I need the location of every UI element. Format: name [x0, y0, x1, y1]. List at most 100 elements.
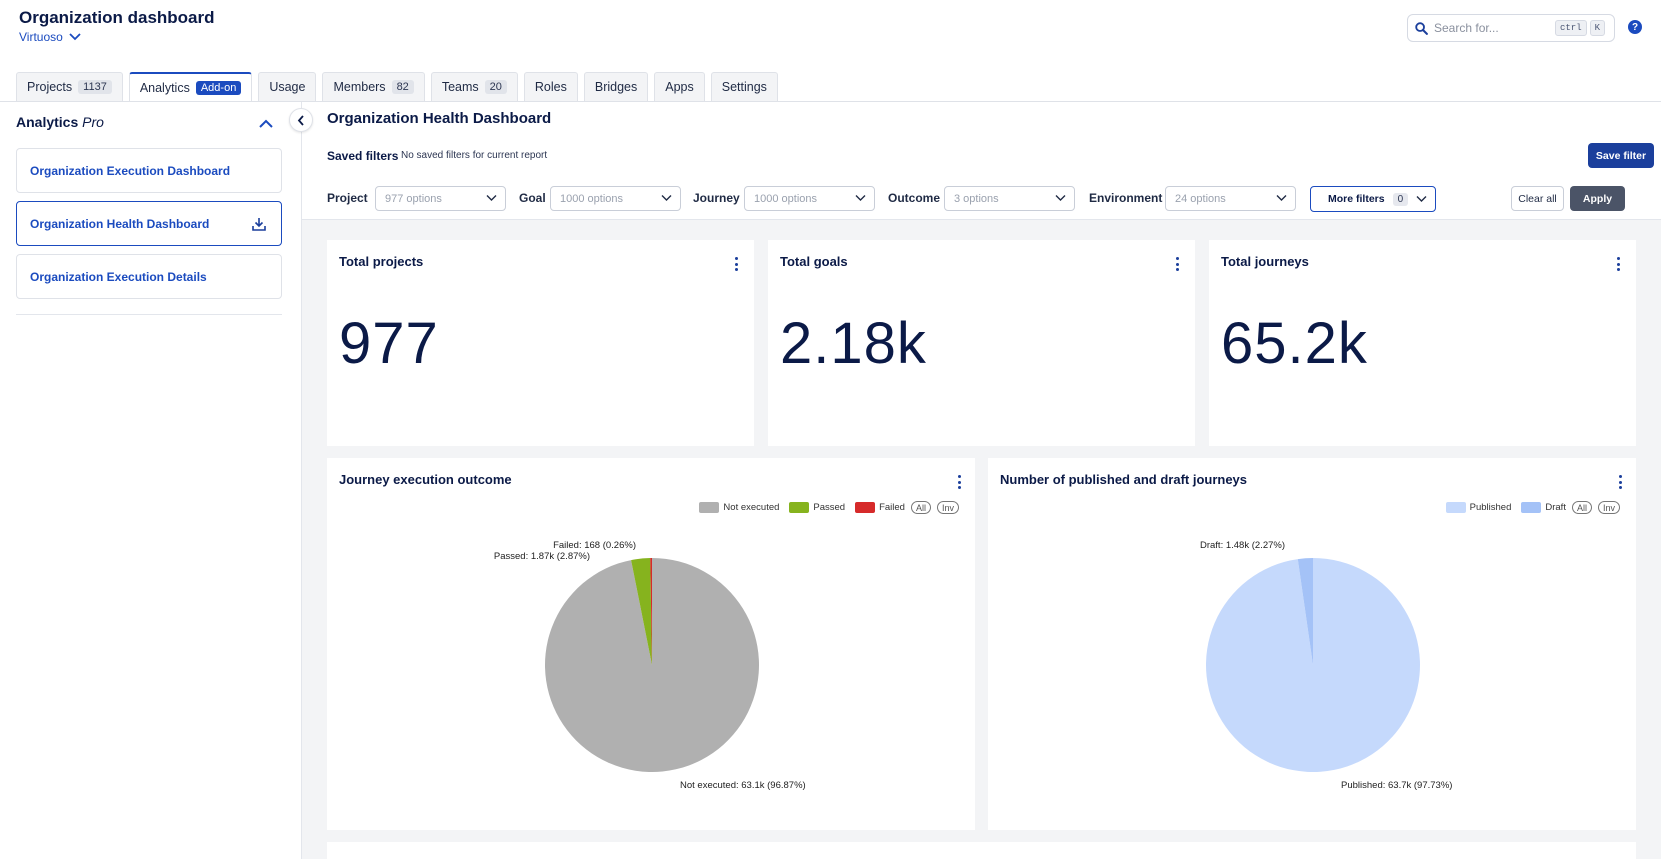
pie-data-label: Failed: 168 (0.26%): [553, 540, 636, 551]
outcome-filter-select[interactable]: 3 options: [944, 186, 1075, 211]
sidebar-title-suffix: Pro: [82, 114, 104, 130]
org-switcher[interactable]: Virtuoso: [19, 30, 81, 44]
sidebar-item-label: Organization Health Dashboard: [30, 216, 210, 231]
legend-swatch: [1521, 502, 1542, 513]
tab-projects[interactable]: Projects 1137: [16, 72, 123, 101]
addon-badge: Add-on: [195, 81, 242, 95]
pie-chart-execution-outcome: Not executed: 63.1k (96.87%) Passed: 1.87…: [494, 540, 806, 791]
pie-chart-published-draft: Published: 63.7k (97.73%) Draft: 1.48k (2…: [1200, 540, 1452, 791]
sidebar-title-text: Analytics: [16, 114, 79, 130]
more-options-icon[interactable]: [729, 256, 743, 272]
kpi-value: 65.2k: [1221, 311, 1368, 376]
search-input[interactable]: [1434, 21, 1552, 35]
kpi-card-total-projects: Total projects 977: [327, 240, 754, 446]
project-filter-select[interactable]: 977 options: [375, 186, 506, 211]
goal-filter-select[interactable]: 1000 options: [550, 186, 681, 211]
sidebar-item-execution-dashboard[interactable]: Organization Execution Dashboard: [16, 148, 282, 193]
more-options-icon[interactable]: [952, 474, 966, 490]
tab-label: Projects: [27, 80, 73, 94]
tab-label: Teams: [441, 80, 479, 94]
tab-label: Usage: [269, 80, 306, 94]
tab-bridges[interactable]: Bridges: [583, 72, 649, 101]
tab-count: 1137: [78, 80, 112, 94]
tab-teams[interactable]: Teams 20: [430, 72, 518, 101]
pie-slice-draft[interactable]: [1297, 558, 1313, 665]
legend-item-draft[interactable]: Draft: [1521, 502, 1566, 513]
environment-filter-select[interactable]: 24 options: [1165, 186, 1296, 211]
tab-members[interactable]: Members 82: [322, 72, 425, 101]
chart-title: Number of published and draft journeys: [1000, 472, 1248, 487]
sidebar-item-execution-details[interactable]: Organization Execution Details: [16, 254, 282, 299]
tab-analytics[interactable]: Analytics Add-on: [128, 72, 253, 102]
more-filters-count: 0: [1392, 192, 1409, 206]
report-header: Organization Health Dashboard Saved filt…: [302, 102, 1661, 220]
download-icon[interactable]: [252, 217, 266, 231]
help-icon[interactable]: ?: [1628, 20, 1642, 34]
saved-filters-label: Saved filters: [327, 149, 399, 163]
pie-slice-passed[interactable]: [631, 558, 652, 665]
page-title: Organization dashboard: [19, 8, 215, 27]
pie-data-label: Passed: 1.87k (2.87%): [494, 551, 590, 562]
save-filter-button[interactable]: Save filter: [1588, 143, 1654, 168]
kpi-title: Total goals: [780, 254, 848, 269]
filter-label-environment: Environment: [1089, 191, 1163, 205]
legend-item-failed[interactable]: Failed: [855, 502, 905, 513]
more-options-icon[interactable]: [1613, 474, 1627, 490]
top-tabs: Projects 1137 Analytics Add-on Usage Membe…: [16, 72, 778, 102]
chevron-down-icon: [69, 33, 81, 41]
sidebar: Analytics Pro Organization Execution Das…: [0, 102, 302, 859]
chevron-down-icon: [1055, 195, 1066, 201]
legend-invert-button[interactable]: Inv: [1597, 501, 1620, 514]
chevron-up-icon[interactable]: [259, 115, 273, 133]
select-placeholder: 1000 options: [560, 192, 623, 205]
legend-label: Draft: [1545, 502, 1566, 513]
pie-data-label: Not executed: 63.1k (96.87%): [680, 780, 806, 791]
journey-filter-select[interactable]: 1000 options: [744, 186, 875, 211]
apply-button[interactable]: Apply: [1570, 186, 1625, 211]
legend-swatch: [699, 502, 720, 513]
pie-slice-failed[interactable]: [650, 558, 652, 665]
pie-data-label: Draft: 1.48k (2.27%): [1200, 540, 1285, 551]
kpi-title: Total journeys: [1221, 254, 1309, 269]
select-placeholder: 3 options: [954, 192, 999, 205]
tabs-divider: [0, 101, 1661, 102]
legend-label: Passed: [813, 502, 846, 513]
chart-card-execution-outcome: Journey execution outcome Not executed P…: [327, 458, 975, 830]
search-box[interactable]: ctrl K: [1407, 14, 1615, 42]
tab-label: Roles: [534, 80, 567, 94]
chart-legend: Not executed Passed Failed All Inv: [695, 501, 959, 514]
legend-all-button[interactable]: All: [1571, 501, 1592, 514]
collapse-sidebar-button[interactable]: [289, 108, 313, 132]
more-filters-button[interactable]: More filters 0: [1310, 186, 1436, 212]
legend-label: Published: [1469, 502, 1512, 513]
legend-item-passed[interactable]: Passed: [789, 502, 845, 513]
select-placeholder: 977 options: [385, 192, 442, 205]
tab-usage[interactable]: Usage: [258, 72, 317, 101]
legend-item-published[interactable]: Published: [1445, 502, 1512, 513]
legend-label: Not executed: [723, 502, 780, 513]
more-filters-label: More filters: [1328, 193, 1385, 205]
legend-invert-button[interactable]: Inv: [936, 501, 959, 514]
shortcut-key-k: K: [1589, 20, 1606, 36]
clear-all-button[interactable]: Clear all: [1511, 186, 1564, 211]
tab-settings[interactable]: Settings: [710, 72, 778, 101]
more-options-icon[interactable]: [1611, 256, 1625, 272]
select-placeholder: 24 options: [1175, 192, 1226, 205]
filter-label-journey: Journey: [693, 191, 740, 205]
legend-all-button[interactable]: All: [910, 501, 931, 514]
more-options-icon[interactable]: [1170, 256, 1184, 272]
tab-roles[interactable]: Roles: [523, 72, 578, 101]
tab-label: Analytics: [139, 81, 190, 95]
main-content: Organization Health Dashboard Saved filt…: [302, 102, 1661, 859]
chevron-down-icon: [855, 195, 866, 201]
chart-card-partial: [327, 842, 1636, 859]
tab-label: Settings: [721, 80, 767, 94]
sidebar-divider: [16, 314, 282, 315]
saved-filters-value: No saved filters for current report: [401, 150, 548, 161]
legend-item-not-executed[interactable]: Not executed: [699, 502, 779, 513]
chevron-down-icon: [486, 195, 497, 201]
legend-label: Failed: [879, 502, 905, 513]
sidebar-item-health-dashboard[interactable]: Organization Health Dashboard: [16, 201, 282, 246]
org-name: Virtuoso: [19, 30, 63, 44]
tab-apps[interactable]: Apps: [654, 72, 705, 101]
